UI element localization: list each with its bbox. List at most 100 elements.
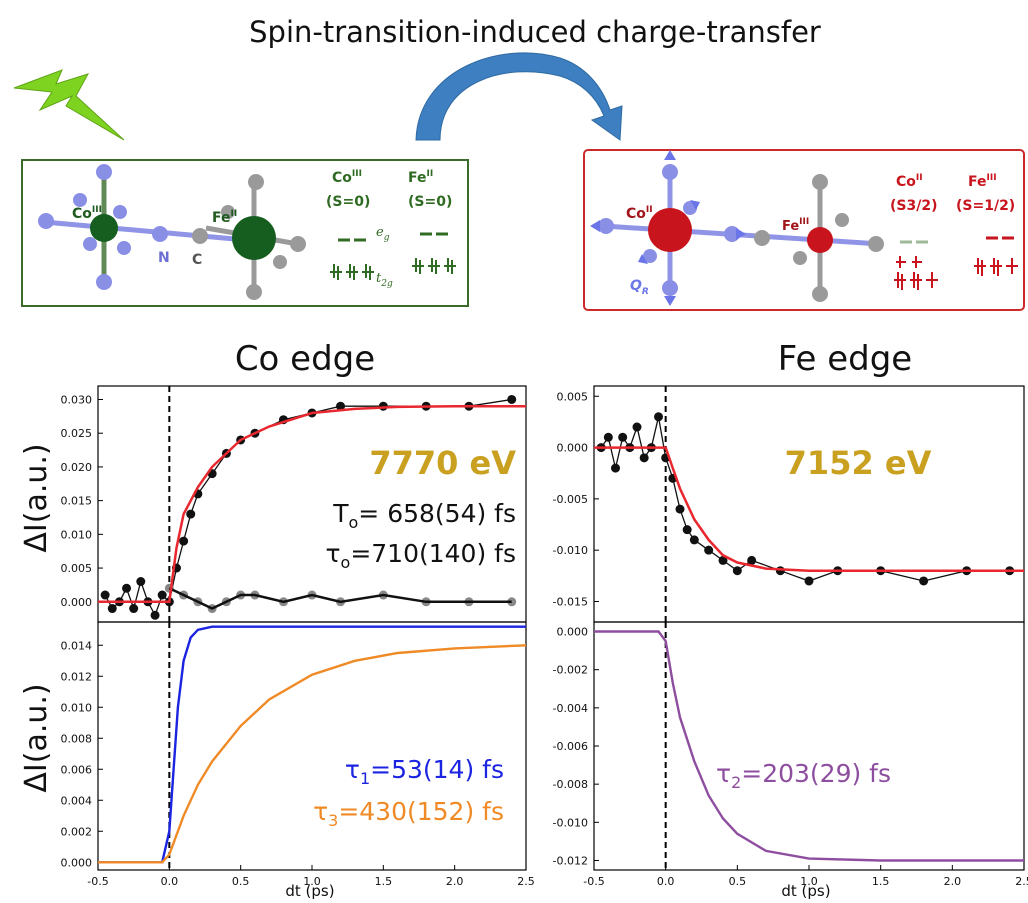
y-tick-label: -0.004 xyxy=(553,702,588,715)
tau2-symbol: τ xyxy=(716,759,731,788)
qr-sub: R xyxy=(642,287,649,297)
fe-label: Fe xyxy=(782,219,799,234)
y-tick-label: -0.002 xyxy=(553,664,588,677)
svg-text:FeIII: FeIII xyxy=(782,217,809,234)
x-tick-label: 1.0 xyxy=(303,875,321,888)
fe-xlabel: dt (ps) xyxy=(781,882,830,900)
fe-sup: III xyxy=(799,217,809,227)
x-tick-label: 2.5 xyxy=(1015,875,1028,888)
y-tick-label: 0.008 xyxy=(61,732,93,745)
c-label: C xyxy=(192,252,202,268)
co-xlabel: dt (ps) xyxy=(285,882,334,900)
tau0-sub: o xyxy=(341,553,351,572)
y-tick-label: 0.025 xyxy=(61,427,93,440)
y-tick-label: 0.030 xyxy=(61,393,93,406)
series-line-τ3 xyxy=(98,644,527,864)
series-line-τ2 xyxy=(594,630,1024,862)
fe-label: Fe xyxy=(212,210,231,226)
y-tick-label: -0.010 xyxy=(553,816,588,829)
y-tick-label: -0.005 xyxy=(553,493,588,506)
data-point xyxy=(919,576,929,586)
c-atom-icon xyxy=(192,174,306,300)
y-tick-label: 0.000 xyxy=(557,626,589,639)
tau3-symbol: τ xyxy=(313,797,328,826)
data-point xyxy=(157,590,167,600)
co-col-title: Co xyxy=(332,170,352,186)
svg-text:FeII: FeII xyxy=(212,209,237,226)
x-tick-label: 0.5 xyxy=(729,875,747,888)
data-point xyxy=(150,610,160,620)
svg-text:τ1=53(14) fs: τ1=53(14) fs xyxy=(345,755,504,788)
data-point xyxy=(639,453,649,463)
tau1-symbol: τ xyxy=(345,755,360,784)
fe-levels-icon xyxy=(974,236,1018,276)
svg-text:FeII: FeII xyxy=(408,169,433,186)
data-point xyxy=(704,545,714,555)
svg-text:CoII: CoII xyxy=(896,173,923,190)
co-col-sup: II xyxy=(916,173,923,183)
svg-text:τ3=430(152) fs: τ3=430(152) fs xyxy=(313,797,504,830)
fe-sup: II xyxy=(231,209,238,219)
y-tick-label: 0.020 xyxy=(61,461,93,474)
co-col-title: Co xyxy=(896,174,916,190)
plot-frame xyxy=(593,621,1025,871)
lightning-icon xyxy=(13,69,125,141)
fe-col-title: Fe xyxy=(968,174,987,190)
co-atom-icon xyxy=(90,214,118,242)
fe-col-spin: (S=1/2) xyxy=(956,198,1015,214)
tau3-sub: 3 xyxy=(328,811,338,830)
y-tick-label: 0.010 xyxy=(61,701,93,714)
x-tick-label: 1.5 xyxy=(872,875,890,888)
qr-label: Q xyxy=(630,278,642,294)
data-point xyxy=(732,566,742,576)
tau0-symbol: τ xyxy=(325,539,340,568)
tau0-value: =710(140) fs xyxy=(350,539,516,568)
fe-col-sup: II xyxy=(427,169,434,179)
data-point xyxy=(100,590,110,600)
y-tick-label: -0.008 xyxy=(553,778,588,791)
data-point xyxy=(129,604,139,614)
co-sup: III xyxy=(92,205,102,215)
fit-line xyxy=(594,446,1024,572)
y-tick-label: 0.014 xyxy=(61,639,93,652)
data-point xyxy=(611,463,620,473)
x-tick-label: 2.5 xyxy=(517,875,535,888)
right-scheme-box: CoII FeIII QR CoII (S3/2) FeIII (S=1/2) xyxy=(583,149,1025,311)
co-bottom-ylabel: ΔI(a.u.) xyxy=(19,683,54,792)
co-energy-label: 7770 eV xyxy=(369,444,516,482)
fe-col-title: Fe xyxy=(408,170,427,186)
co-label: Co xyxy=(72,206,92,222)
left-scheme-box: CoIII FeII N C CoIII (S=0) FeII (S=0) eg… xyxy=(21,159,469,307)
co-top-plot: 0.000 0.005 0.010 0.015 0.020 0.025 0.030 xyxy=(61,385,527,623)
x-tick-label: 0.0 xyxy=(161,875,179,888)
n-label: N xyxy=(158,250,170,266)
svg-text:CoIII: CoIII xyxy=(72,205,102,222)
plot-frame xyxy=(97,621,527,871)
fe-top-plot: 0.005 0.000 -0.005 -0.010 -0.015 xyxy=(553,385,1025,623)
y-tick-label: 0.006 xyxy=(61,763,93,776)
data-point xyxy=(682,525,692,535)
co-top-ylabel: ΔI(a.u.) xyxy=(19,443,54,552)
figure-title: Spin-transition-induced charge-transfer xyxy=(249,15,821,49)
t2g-sub: 2g xyxy=(380,279,393,289)
tau3-value: =430(152) fs xyxy=(338,797,504,826)
t2g-label: t xyxy=(376,271,382,286)
plot-frame xyxy=(593,385,1025,623)
y-tick-label: 0.004 xyxy=(61,794,93,807)
residual-line xyxy=(168,587,512,610)
data-point xyxy=(632,422,642,432)
x-tick-label: 1.0 xyxy=(800,875,818,888)
breathing-arrows-icon xyxy=(590,150,746,306)
co-label: Co xyxy=(626,206,646,222)
t0-sub: o xyxy=(349,513,359,532)
eg-sub: g xyxy=(384,233,390,243)
transition-arrow-icon xyxy=(415,52,623,141)
svg-text:QR: QR xyxy=(630,278,649,297)
y-tick-label: 0.002 xyxy=(61,825,93,838)
eg-label: e xyxy=(376,225,384,240)
y-tick-label: 0.000 xyxy=(61,596,93,609)
y-tick-label: 0.000 xyxy=(61,856,93,869)
n-atom-icon xyxy=(38,164,168,290)
data-point xyxy=(804,576,814,586)
